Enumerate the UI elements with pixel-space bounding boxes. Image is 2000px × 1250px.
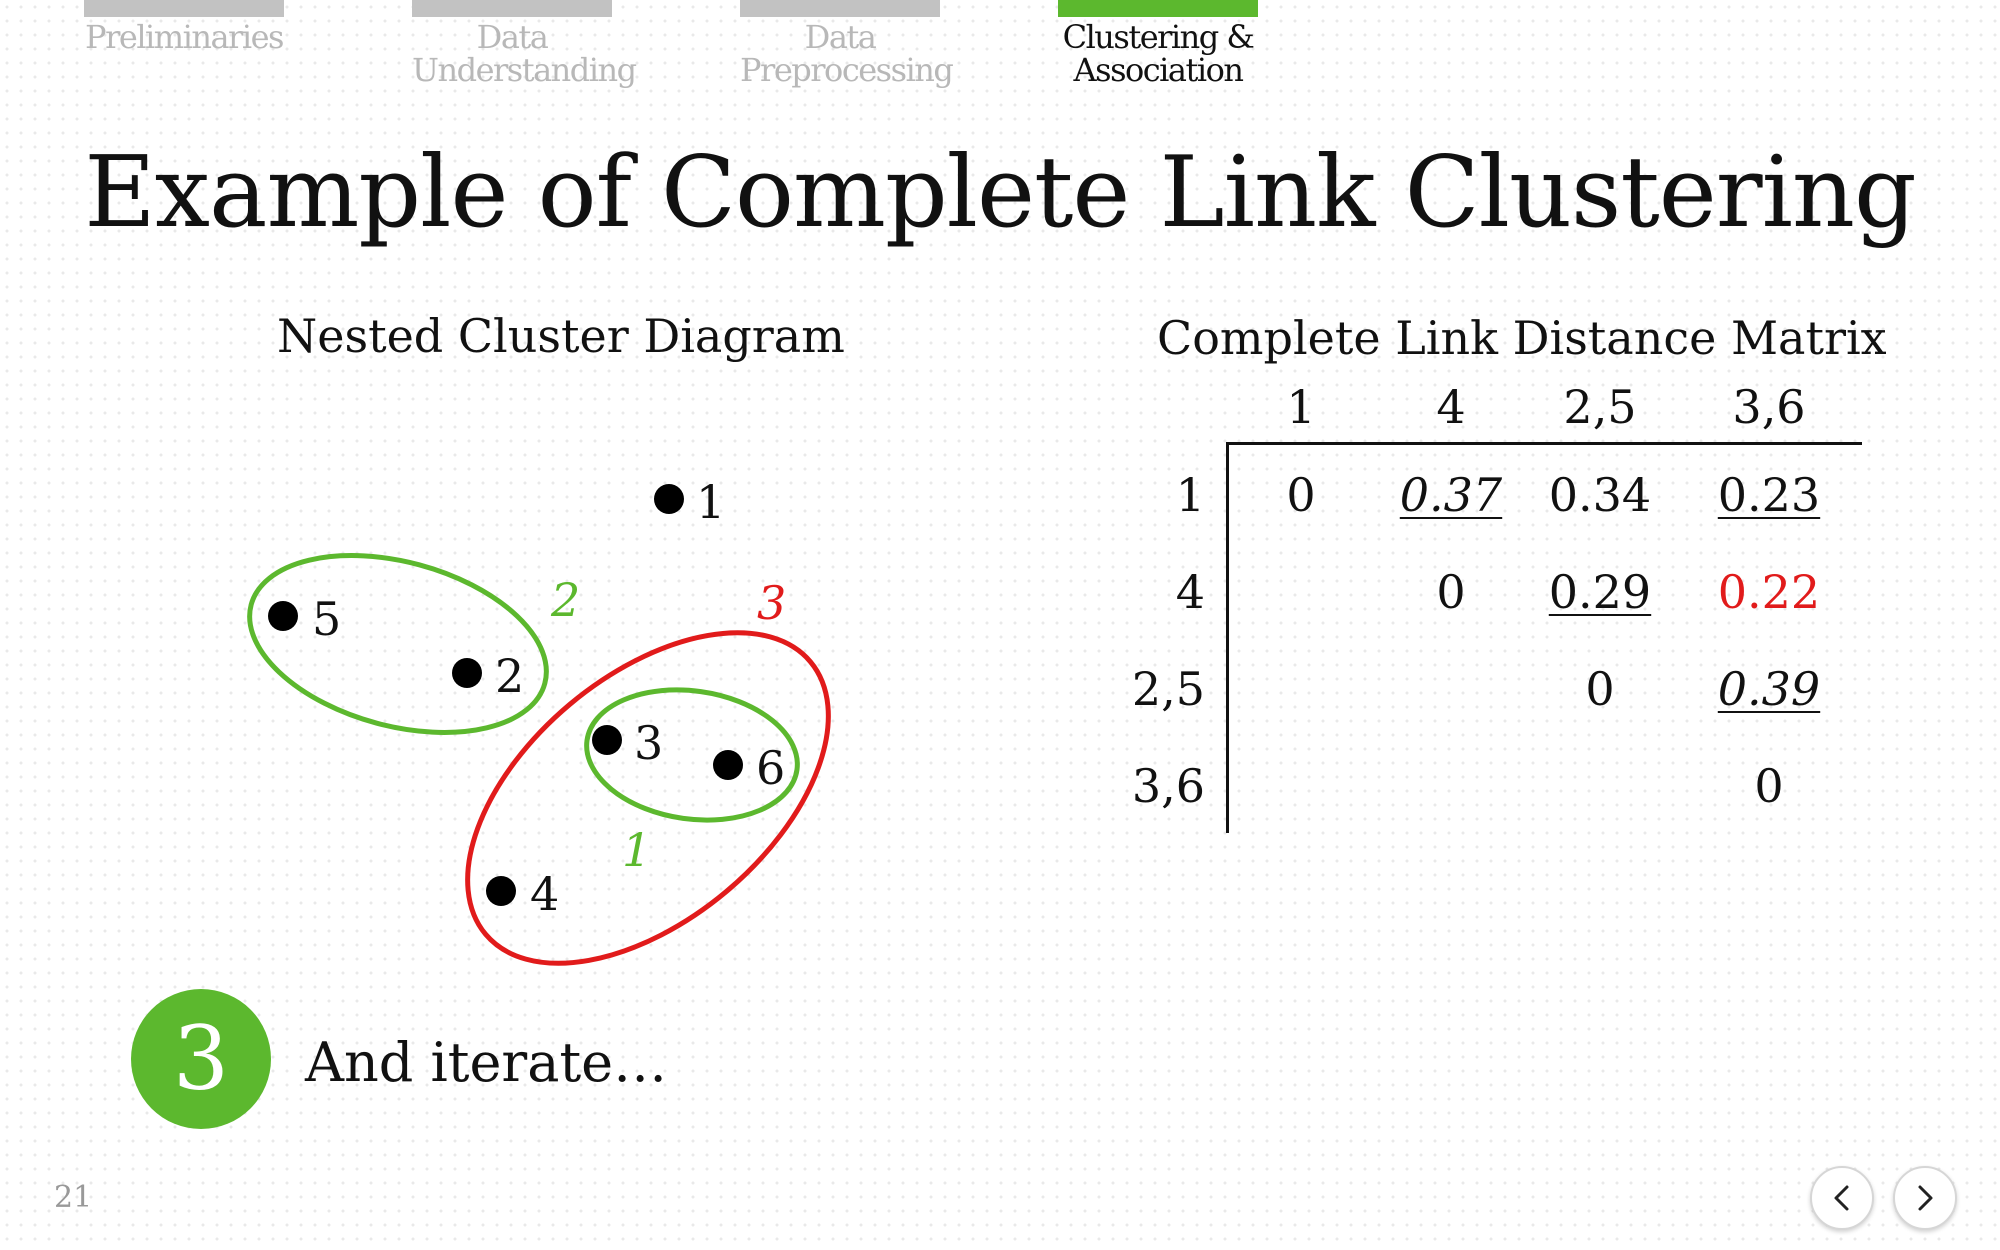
nav-tab-label: Data Understanding <box>412 18 637 89</box>
matrix-row-label: 1 <box>1175 468 1205 522</box>
cluster-label-2: 2 <box>550 573 580 627</box>
matrix-row-label: 3,6 <box>1131 759 1205 813</box>
matrix-cell-value: 0.39 <box>1717 662 1821 716</box>
matrix-cell-value: 0.23 <box>1717 468 1821 522</box>
point-3-label: 3 <box>634 716 663 770</box>
nav-tab-bar <box>740 0 940 17</box>
nav-tab-data-understanding[interactable]: Data Understanding <box>412 0 637 89</box>
nav-tab-bar <box>84 0 284 17</box>
matrix-top-rule <box>1226 442 1862 445</box>
cluster-label-1: 1 <box>622 823 651 877</box>
point-6-dot <box>713 750 743 780</box>
slide-title: Example of Complete Link Clustering <box>84 136 1917 250</box>
point-1-label: 1 <box>696 475 725 529</box>
point-5-dot <box>268 601 298 631</box>
page-number: 21 <box>54 1180 93 1215</box>
matrix-col-header: 4 <box>1436 380 1466 434</box>
point-4-label: 4 <box>530 867 559 921</box>
matrix-cell: 0 <box>1585 662 1615 716</box>
nav-tab-data-preprocessing[interactable]: Data Preprocessing <box>740 0 954 89</box>
cluster-ellipse-2 <box>247 553 549 735</box>
matrix-col-header: 2,5 <box>1563 380 1637 434</box>
nav-tab-preliminaries[interactable]: Preliminaries <box>84 0 284 54</box>
matrix-cell: 0.37 <box>1376 468 1526 522</box>
matrix-cell: 0.39 <box>1694 662 1844 716</box>
nav-tab-label: Data Preprocessing <box>740 18 954 89</box>
cluster-ellipse-1 <box>584 687 800 823</box>
point-6-label: 6 <box>756 741 785 795</box>
chevron-left-icon <box>1834 1185 1849 1211</box>
previous-slide-button[interactable] <box>1810 1166 1874 1230</box>
point-5-label: 5 <box>312 592 341 646</box>
matrix-cell: 0 <box>1436 565 1466 619</box>
matrix-cell: 0.29 <box>1525 565 1675 619</box>
section-nav: Preliminaries Data Understanding Data Pr… <box>0 0 2000 100</box>
chevron-right-icon <box>1918 1185 1933 1211</box>
nav-tab-label: Clustering & Association <box>1062 18 1255 89</box>
nav-tab-bar <box>1058 0 1258 17</box>
matrix-cell: 0.23 <box>1694 468 1844 522</box>
step-number-badge: 3 <box>131 989 271 1129</box>
nav-tab-bar <box>412 0 612 17</box>
point-2-dot <box>452 658 482 688</box>
matrix-col-header: 1 <box>1286 380 1316 434</box>
matrix-heading: Complete Link Distance Matrix <box>1157 311 1887 365</box>
diagram-heading: Nested Cluster Diagram <box>277 309 845 363</box>
matrix-col-header: 3,6 <box>1732 380 1806 434</box>
step-text: And iterate… <box>305 1031 668 1094</box>
matrix-row-label: 4 <box>1175 565 1205 619</box>
matrix-cell-value: 0.29 <box>1548 565 1652 619</box>
matrix-row-label: 2,5 <box>1131 662 1205 716</box>
matrix-cell: 0.34 <box>1548 468 1652 522</box>
matrix-cell-value: 0.37 <box>1399 468 1503 522</box>
point-1-dot <box>654 484 684 514</box>
matrix-cell: 0 <box>1754 759 1784 813</box>
cluster-ellipse-3 <box>465 630 831 966</box>
matrix-left-rule <box>1226 443 1229 833</box>
point-2-label: 2 <box>495 649 524 703</box>
matrix-cell-minimum: 0.22 <box>1717 565 1821 619</box>
next-slide-button[interactable] <box>1893 1166 1957 1230</box>
nav-tab-label: Preliminaries <box>85 18 284 56</box>
point-3-dot <box>592 725 622 755</box>
matrix-cell: 0 <box>1286 468 1316 522</box>
nav-tab-clustering-association[interactable]: Clustering & Association <box>1058 0 1258 87</box>
point-4-dot <box>486 876 516 906</box>
cluster-label-3: 3 <box>757 576 786 630</box>
